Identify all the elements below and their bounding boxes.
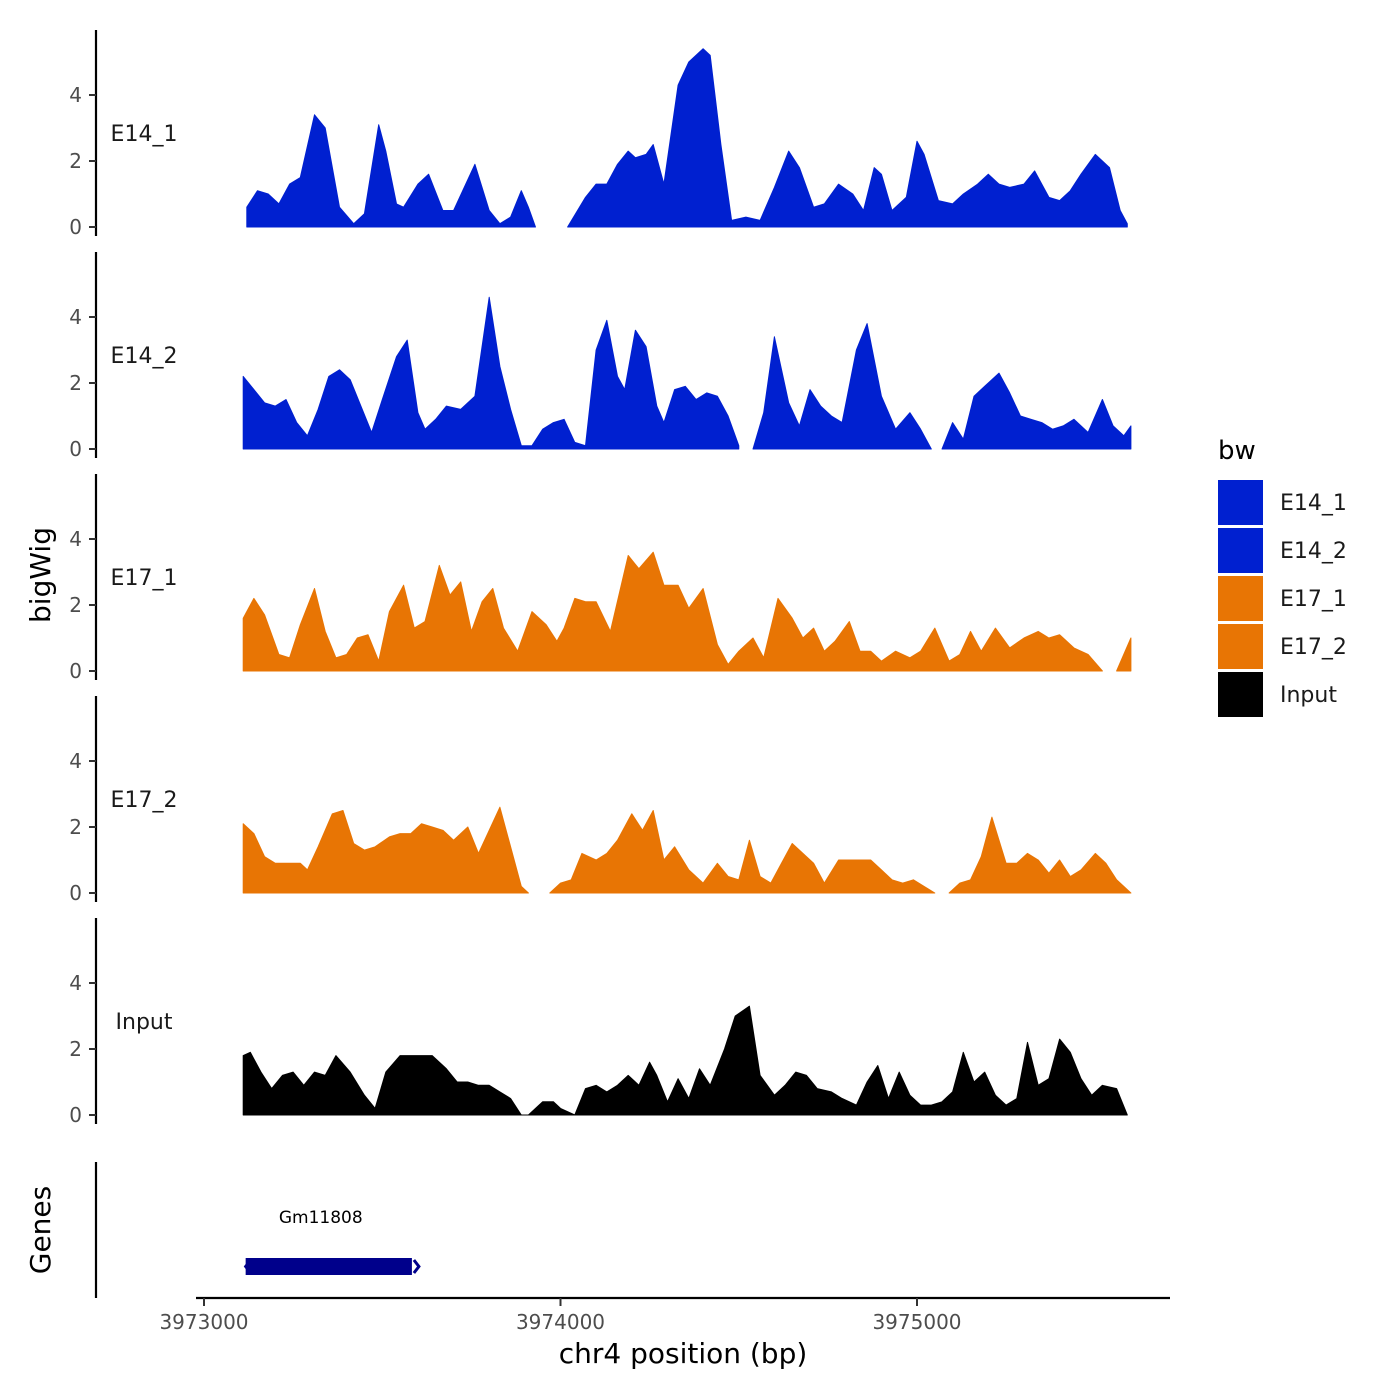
track-label: E17_1: [111, 566, 178, 591]
legend-title: bw: [1218, 436, 1256, 466]
y-tick-label: 4: [69, 305, 82, 329]
y-tick-label: 4: [69, 749, 82, 773]
track-e14-2: 0 2 4 E14_2: [69, 252, 1132, 461]
y-tick-label: 2: [69, 815, 82, 839]
track-label: E14_2: [111, 344, 178, 369]
x-tick-label: 3975000: [872, 1310, 961, 1334]
y-tick-label: 0: [69, 881, 82, 905]
legend-swatch: [1218, 528, 1263, 573]
coverage-area-e14-2-2: [752, 323, 932, 450]
legend-swatch: [1218, 576, 1263, 621]
x-axis: 3973000 3974000 3975000 chr4 position (bp): [159, 1296, 1170, 1370]
x-ticks: 3973000 3974000 3975000: [159, 1298, 962, 1334]
genes-layer: Gm11808: [243, 1208, 421, 1275]
coverage-area-e17-2-3: [948, 816, 1132, 894]
x-axis-title: chr4 position (bp): [559, 1337, 808, 1370]
legend: bw E14_1 E14_2 E17_1 E17_2 Input: [1218, 436, 1347, 717]
coverage-area-e17-2-2: [549, 810, 936, 894]
legend-item-e14-2: E14_2: [1218, 528, 1347, 573]
coverage-area-input-1: [242, 1005, 1128, 1116]
legend-item-e17-1: E17_1: [1218, 576, 1347, 621]
y-tick-label: 0: [69, 215, 82, 239]
legend-item-e14-1: E14_1: [1218, 480, 1347, 525]
legend-items: E14_1 E14_2 E17_1 E17_2 Input: [1218, 480, 1347, 717]
y-tick-label: 4: [69, 83, 82, 107]
y-axis-title: bigWig: [24, 527, 57, 623]
legend-label: Input: [1280, 683, 1337, 708]
legend-label: E14_2: [1280, 539, 1347, 564]
y-tick-label: 2: [69, 371, 82, 395]
x-tick-label: 3973000: [159, 1310, 248, 1334]
y-tick-label: 2: [69, 593, 82, 617]
legend-swatch: [1218, 624, 1263, 669]
track-e17-1: 0 2 4 E17_1: [69, 474, 1132, 683]
legend-item-e17-2: E17_2: [1218, 624, 1347, 669]
legend-item-input: Input: [1218, 672, 1337, 717]
track-label: E17_2: [111, 788, 178, 813]
coverage-area-e14-1-2: [567, 48, 1128, 228]
gene-gm11808: Gm11808: [243, 1208, 421, 1275]
coverage-area-e14-2-3: [941, 372, 1132, 450]
track-e14-1: 0 2 4 E14_1: [69, 30, 1128, 239]
coverage-area-e14-2-1: [242, 296, 740, 450]
coverage-area-e17-2-1: [242, 806, 529, 894]
y-tick-label: 0: [69, 1103, 82, 1127]
x-tick-label: 3974000: [516, 1310, 605, 1334]
y-tick-label: 2: [69, 1037, 82, 1061]
y-tick-label: 2: [69, 149, 82, 173]
gene-body: [245, 1258, 412, 1275]
genes-axis-title: Genes: [24, 1186, 57, 1274]
genes-panel: Genes Gm11808: [24, 1162, 421, 1298]
coverage-area-e17-1-1: [242, 551, 1103, 672]
legend-swatch: [1218, 672, 1263, 717]
strand-arrow-right: [412, 1259, 421, 1274]
track-input: 0 2 4 Input: [69, 918, 1128, 1127]
track-label: Input: [116, 1010, 173, 1035]
y-tick-label: 4: [69, 527, 82, 551]
legend-label: E17_1: [1280, 587, 1347, 612]
coverage-area-e14-1-1: [246, 114, 536, 228]
track-label: E14_1: [111, 122, 178, 147]
coverage-area-e17-1-2: [1116, 637, 1132, 672]
y-tick-label: 0: [69, 659, 82, 683]
legend-swatch: [1218, 480, 1263, 525]
legend-label: E17_2: [1280, 635, 1347, 660]
gene-name-label: Gm11808: [279, 1208, 363, 1228]
y-tick-label: 0: [69, 437, 82, 461]
legend-label: E14_1: [1280, 491, 1347, 516]
y-tick-label: 4: [69, 971, 82, 995]
strand-arrow-left: [243, 1259, 252, 1274]
tracks-layer: 0 2 4 E14_1 0 2 4 E14_2 0 2 4 E17_1 0 2 4 E17_2 0 2 4 Input: [69, 30, 1132, 1127]
track-e17-2: 0 2 4 E17_2: [69, 696, 1132, 905]
